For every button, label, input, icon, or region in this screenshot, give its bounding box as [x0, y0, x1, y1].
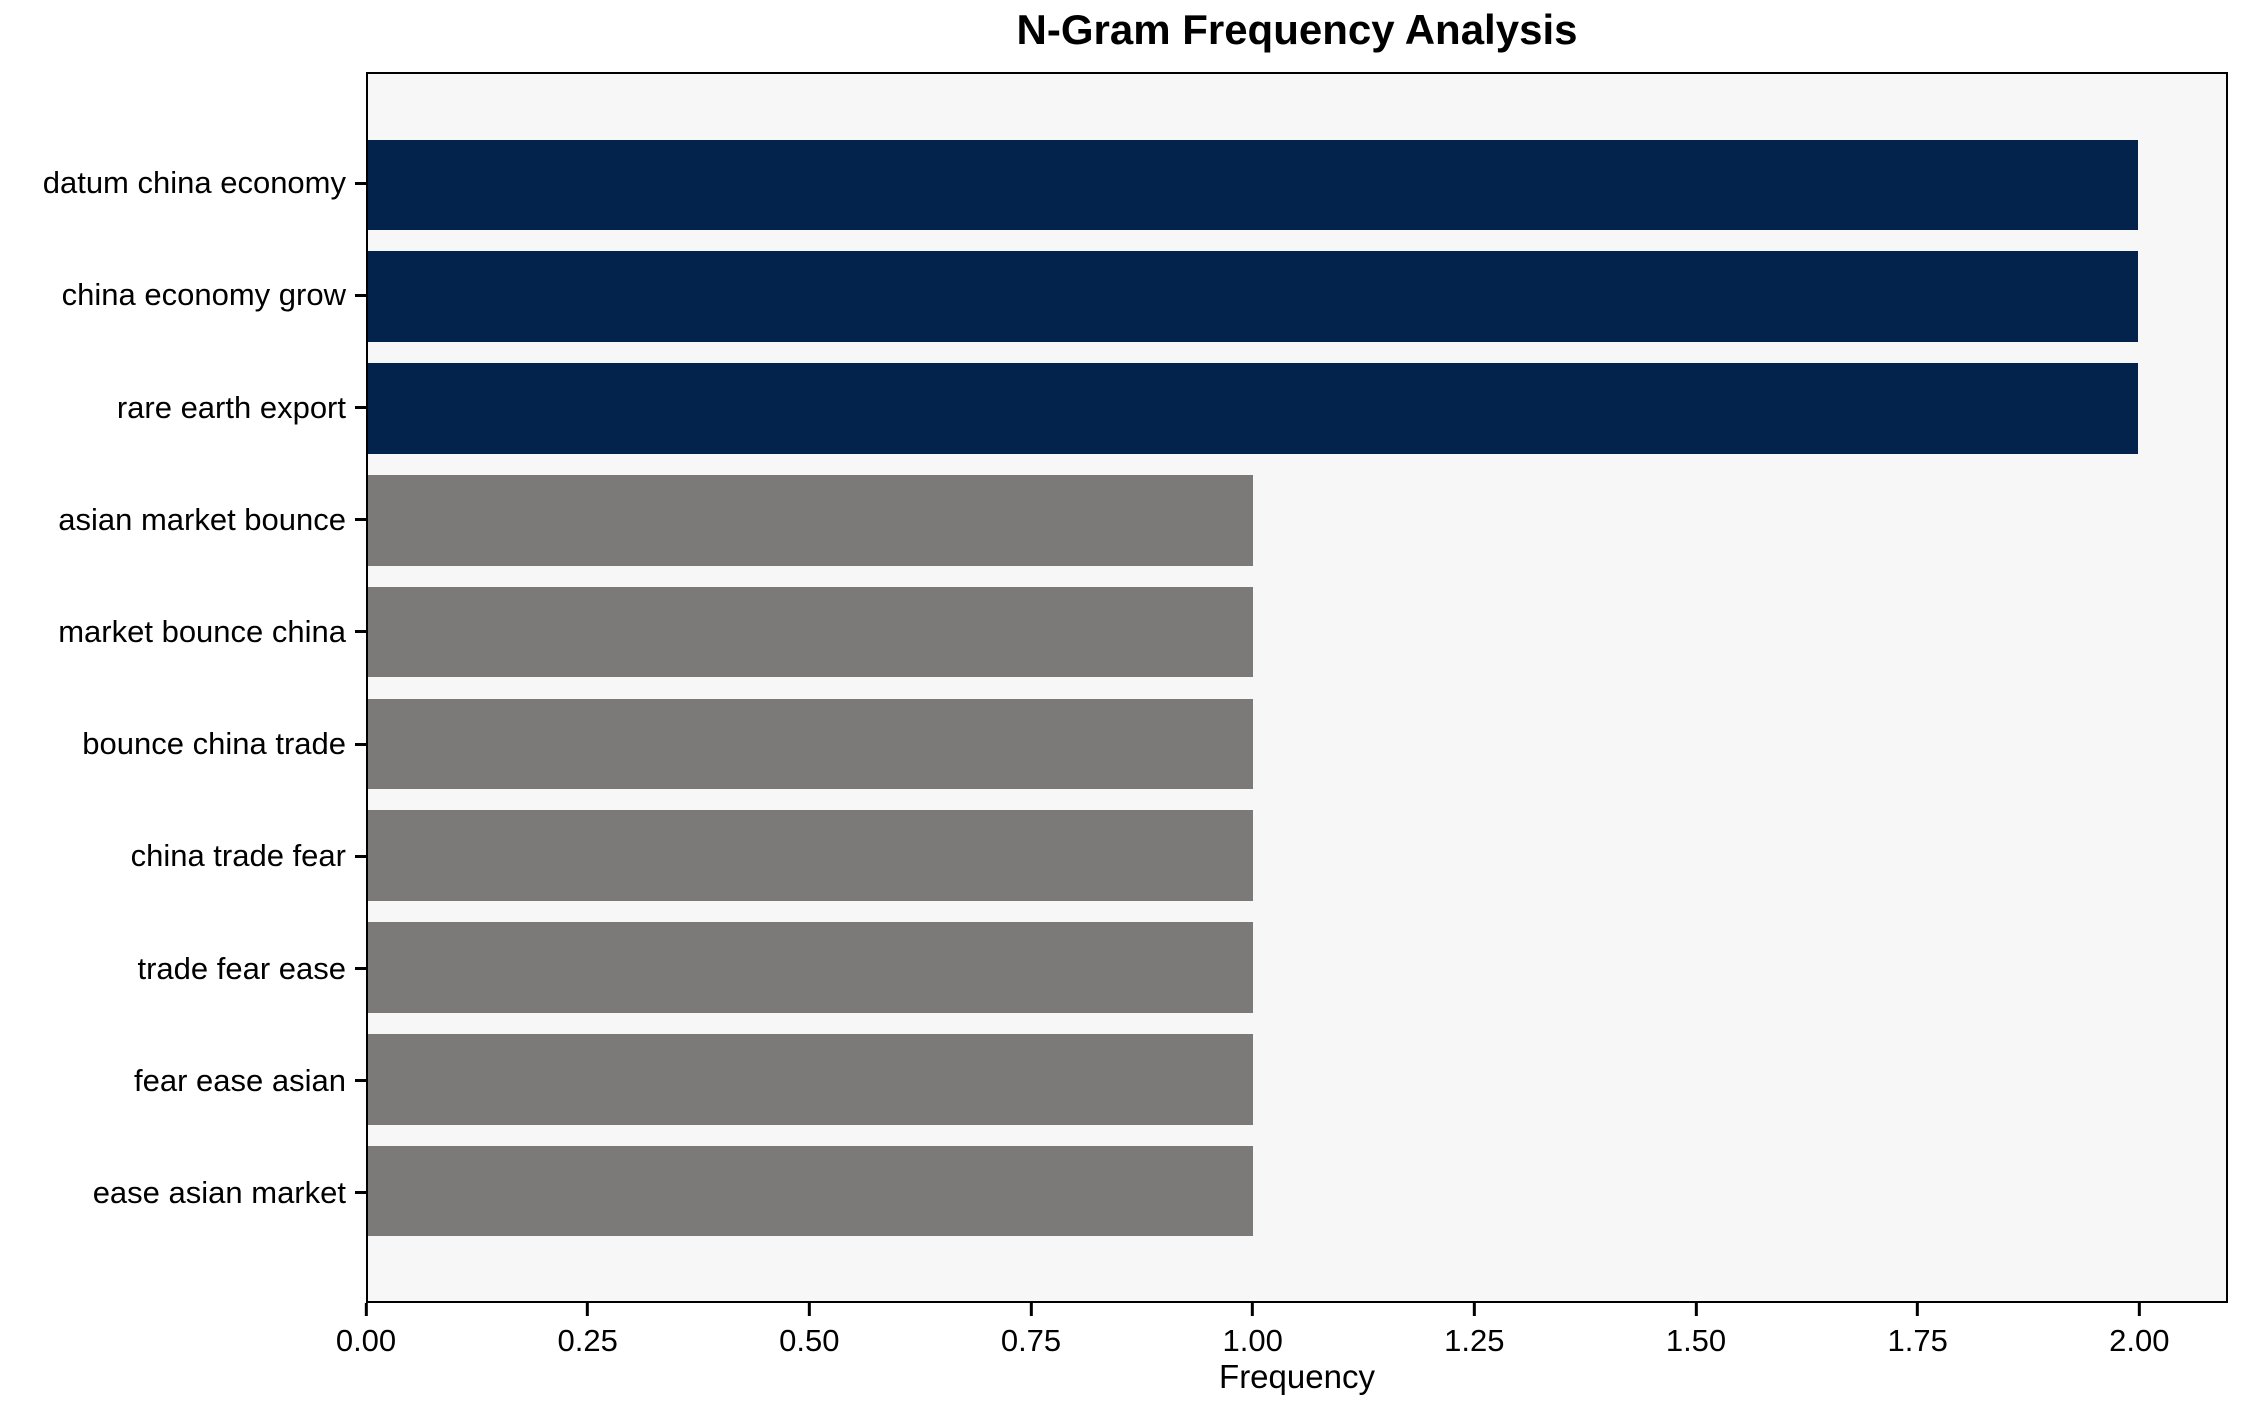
plot-area: [366, 72, 2228, 1303]
x-tick: 2.00: [2109, 1303, 2170, 1359]
x-tick-mark: [1251, 1303, 1255, 1316]
y-tick-label: china economy grow: [61, 277, 346, 313]
bar-row: [368, 800, 2226, 912]
x-tick-mark: [1694, 1303, 1698, 1316]
y-tick-label: asian market bounce: [58, 501, 346, 537]
y-label-row: rare earth export: [0, 351, 366, 463]
x-tick-label: 2.00: [2109, 1323, 2170, 1358]
x-tick: 1.75: [1887, 1303, 1948, 1359]
y-tick-mark: [355, 293, 366, 297]
bar-1: [368, 251, 2138, 342]
y-label-row: datum china economy: [0, 127, 366, 239]
bar-row: [368, 353, 2226, 465]
bar-row: [368, 1023, 2226, 1135]
bar-2: [368, 363, 2138, 454]
x-tick: 1.25: [1444, 1303, 1505, 1359]
y-tick-label: bounce china trade: [82, 726, 346, 762]
x-tick-label: 0.00: [335, 1323, 397, 1358]
x-axis-label: Frequency: [1219, 1358, 1375, 1395]
chart-title: N-Gram Frequency Analysis: [1016, 6, 1578, 53]
x-tick-label: 1.50: [1665, 1323, 1727, 1358]
y-tick-mark: [355, 181, 366, 185]
y-tick-label: datum china economy: [42, 165, 346, 201]
bar-row: [368, 1135, 2226, 1247]
y-tick-mark: [355, 1191, 366, 1195]
x-tick-mark: [2137, 1303, 2141, 1316]
y-label-row: china economy grow: [0, 239, 366, 351]
y-tick-mark: [355, 854, 366, 858]
bar-7: [368, 922, 1253, 1013]
y-tick-mark: [355, 1079, 366, 1083]
y-tick-mark: [355, 406, 366, 409]
x-tick: 0.00: [336, 1303, 396, 1359]
bar-row: [368, 464, 2226, 576]
bar-row: [368, 688, 2226, 800]
x-tick-label: 1.75: [1887, 1323, 1948, 1358]
y-tick-mark: [355, 742, 366, 746]
x-tick-label: 1.25: [1444, 1323, 1505, 1358]
x-tick: 1.00: [1222, 1303, 1283, 1359]
bar-row: [368, 129, 2226, 241]
x-tick-mark: [1029, 1303, 1033, 1316]
y-label-row: asian market bounce: [0, 464, 366, 576]
x-tick-label: 0.25: [557, 1323, 618, 1358]
bar-5: [368, 698, 1253, 790]
y-label-row: fear ease asian: [0, 1025, 366, 1137]
y-tick-label: rare earth export: [116, 389, 346, 425]
x-tick-mark: [1916, 1303, 1920, 1316]
bars-container: [368, 74, 2226, 1301]
bar-0: [368, 139, 2138, 231]
bar-row: [368, 912, 2226, 1024]
bar-4: [368, 586, 1253, 678]
x-tick-mark: [586, 1303, 590, 1316]
y-label-row: bounce china trade: [0, 688, 366, 800]
bar-9: [368, 1145, 1253, 1237]
x-tick: 0.25: [557, 1303, 618, 1359]
bar-6: [368, 810, 1253, 901]
x-tick-label: 0.75: [1000, 1323, 1062, 1358]
y-tick-mark: [355, 967, 366, 971]
y-tick-mark: [355, 630, 366, 634]
y-tick-label: trade fear ease: [137, 950, 346, 986]
x-tick: 0.75: [1001, 1303, 1061, 1359]
y-tick-label: ease asian market: [92, 1174, 346, 1210]
bar-row: [368, 576, 2226, 688]
x-axis-ticks: 0.00 0.25 0.50 0.75 1.00 1.25 1.50 1.75 2.00: [336, 1303, 2228, 1365]
y-tick-label: fear ease asian: [134, 1062, 346, 1098]
y-tick-label: china trade fear: [130, 838, 346, 874]
y-tick-mark: [355, 518, 366, 522]
y-label-row: trade fear ease: [0, 912, 366, 1024]
y-label-row: china trade fear: [0, 800, 366, 912]
bar-row: [368, 241, 2226, 353]
x-tick: 1.50: [1666, 1303, 1726, 1359]
x-tick-mark: [364, 1303, 368, 1316]
y-label-row: market bounce china: [0, 576, 366, 688]
x-tick-label: 0.50: [779, 1323, 840, 1358]
x-tick-label: 1.00: [1222, 1323, 1283, 1358]
x-tick-mark: [807, 1303, 811, 1316]
bar-8: [368, 1034, 1253, 1125]
bar-3: [368, 475, 1253, 566]
x-tick: 0.50: [779, 1303, 840, 1359]
y-axis-labels: datum china economy china economy grow rar…: [0, 72, 366, 1303]
y-tick-label: market bounce china: [58, 613, 346, 649]
x-tick-mark: [1472, 1303, 1476, 1316]
y-label-row: ease asian market: [0, 1137, 366, 1249]
